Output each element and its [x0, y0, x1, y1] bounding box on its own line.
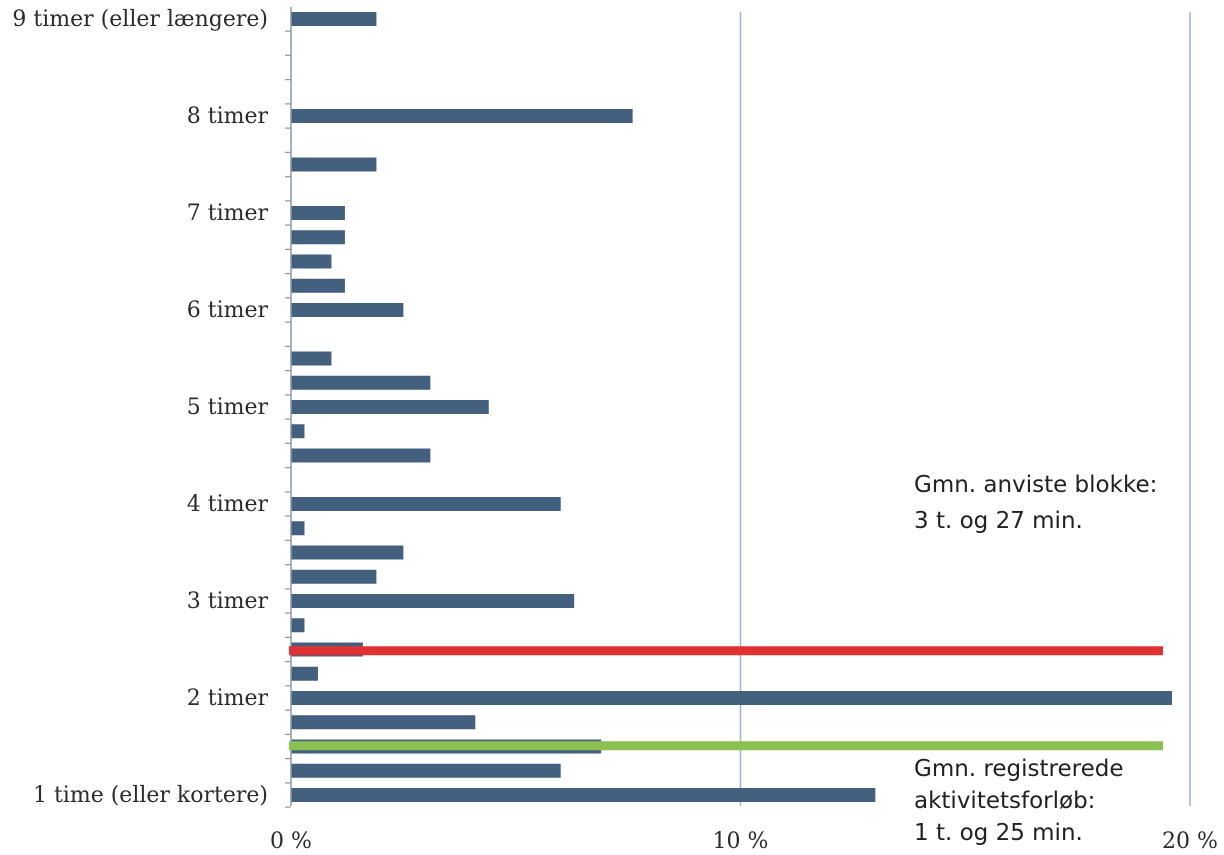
bar-26: [291, 157, 377, 172]
bar-17: [291, 375, 431, 390]
bar-24: [291, 206, 345, 220]
bar-0: [291, 788, 876, 802]
y-tick-label-3: 4 timer: [187, 492, 269, 517]
bar-15: [291, 424, 305, 439]
bar-16: [291, 400, 489, 414]
bar-5: [291, 666, 318, 681]
bar-18: [291, 351, 332, 366]
bar-28: [291, 109, 633, 123]
y-axis: [285, 7, 292, 808]
y-tick-label-7: 8 timer: [187, 104, 269, 129]
y-tick-label-2: 3 timer: [187, 589, 269, 614]
y-tick-label-4: 5 timer: [187, 395, 269, 420]
bar-7: [291, 618, 305, 633]
y-tick-label-6: 7 timer: [187, 201, 269, 226]
bar-9: [291, 569, 377, 584]
reference-annotation-1-line-0: Gmn. registrerede: [914, 756, 1123, 782]
x-tick-label-1: 10 %: [713, 829, 769, 854]
bar-12: [291, 497, 561, 511]
reference-annotation-0: Gmn. anviste blokke: 3 t. og 27 min.: [914, 472, 1157, 534]
bar-21: [291, 278, 345, 293]
reference-annotation-1-line-2: 1 t. og 25 min.: [914, 820, 1083, 846]
bar-1: [291, 763, 561, 778]
reference-annotation-0-line-1: 3 t. og 27 min.: [914, 508, 1083, 534]
y-tick-label-1: 2 timer: [187, 686, 269, 711]
x-tick-label-2: 20 %: [1162, 829, 1218, 854]
bar-8: [291, 594, 575, 608]
reference-lines: Gmn. anviste blokke:3 t. og 27 min.Gmn. …: [289, 472, 1163, 846]
bar-series: [291, 12, 1173, 802]
x-tick-label-0: 0 %: [270, 829, 312, 854]
bar-23: [291, 230, 345, 245]
bar-22: [291, 254, 332, 269]
x-tick-labels: 0 % 10 % 20 %: [270, 829, 1218, 854]
gridlines: [739, 12, 1191, 806]
y-tick-label-0: 1 time (eller kortere): [33, 783, 268, 808]
bar-11: [291, 521, 305, 536]
reference-annotation-1: Gmn. registrerede aktivitetsforløb: 1 t. o…: [914, 756, 1123, 846]
reference-annotation-0-line-0: Gmn. anviste blokke:: [914, 472, 1157, 498]
y-tick-label-8: 9 timer (eller længere): [12, 7, 268, 32]
y-tick-label-5: 6 timer: [187, 298, 269, 323]
bar-4: [291, 691, 1173, 705]
bar-32: [291, 12, 377, 26]
bar-20: [291, 303, 404, 317]
bar-14: [291, 448, 431, 463]
bar-10: [291, 545, 404, 560]
reference-annotation-1-line-1: aktivitetsforløb:: [914, 788, 1095, 814]
bar-3: [291, 715, 476, 730]
y-tick-labels: 1 time (eller kortere) 2 timer 3 timer 4 ti…: [12, 7, 268, 808]
